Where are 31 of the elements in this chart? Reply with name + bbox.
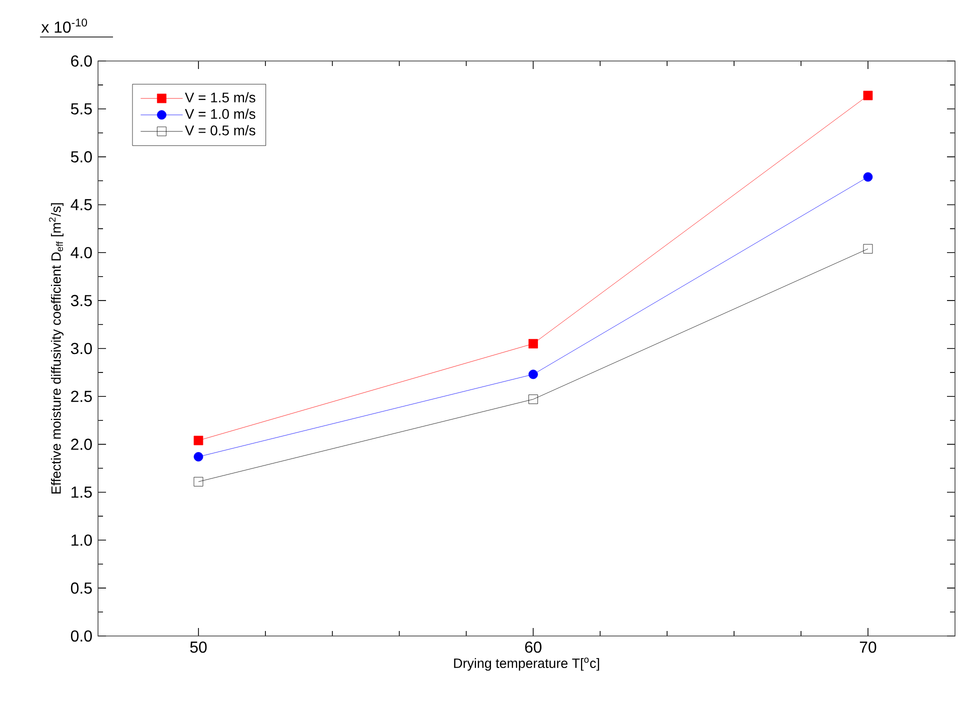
legend-label: V = 1.5 m/s [184, 92, 256, 102]
x-tick-label: 50 [190, 642, 207, 653]
point [528, 394, 538, 404]
y-tick-label: 0.5 [70, 582, 92, 594]
x-tick-label: 60 [525, 642, 542, 653]
y-tick-label: 1.5 [72, 486, 92, 498]
point [528, 338, 538, 348]
y-tick-label: 0.0 [70, 630, 92, 642]
y-tick-label: 2.0 [71, 438, 92, 450]
x-axis-title: Drying temperature T[$^{o}$c] [454, 658, 600, 671]
x-tick-label: 70 [860, 642, 876, 653]
legend-label: V = 1.0 m/s [184, 108, 256, 119]
y-tick-label: 6.0 [71, 55, 92, 67]
point [863, 90, 873, 100]
point [863, 244, 873, 254]
y-axis-title: Effective moisture diffusivity coefficient D$_{eff}$ [m$^{2}$/s] [48, 203, 64, 494]
point [194, 476, 204, 486]
y-tick-label: 5.0 [70, 151, 92, 162]
point [194, 436, 204, 446]
text: x 10$^{-10}$ [41, 18, 88, 33]
y-tick-label: 4.5 [70, 199, 92, 210]
y-tick-label: 3.5 [70, 294, 92, 306]
point [194, 452, 204, 462]
y-tick-label: 3.0 [70, 342, 92, 354]
point [863, 172, 873, 182]
y-tick-label: 1.0 [72, 534, 92, 546]
y-tick-label: 5.5 [70, 103, 92, 114]
y-tick-label: 4.0 [70, 247, 92, 258]
y-tick-label: 2.5 [71, 390, 92, 402]
point [528, 370, 538, 380]
legend-label: V = 0.5 m/s [184, 125, 256, 136]
